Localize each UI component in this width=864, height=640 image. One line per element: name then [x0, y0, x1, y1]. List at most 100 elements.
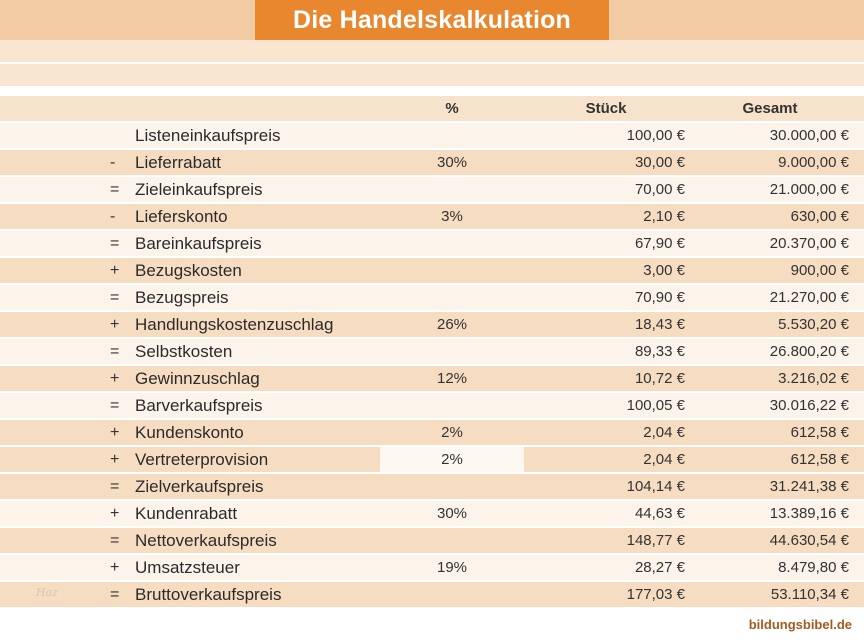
stueck-value: 2,04 € [643, 451, 685, 468]
table-row: = Barverkaufspreis 100,05 € 30.016,22 € [0, 393, 864, 418]
empty-row [0, 64, 864, 86]
stueck-value: 10,72 € [634, 370, 685, 387]
op-cell: - [110, 153, 116, 171]
table-row: Listeneinkaufspreis 100,00 € 30.000,00 € [0, 123, 864, 148]
gesamt-value: 53.110,34 € [770, 586, 849, 603]
gesamt-value: 9.000,00 € [778, 154, 849, 171]
stueck-value: 67,90 € [634, 235, 685, 252]
row-label: Zieleinkaufspreis [135, 179, 263, 199]
op-cell: + [110, 423, 120, 441]
header-percent: % [445, 100, 459, 117]
table-row: = Nettoverkaufspreis 148,77 € 44.630,54 € [0, 528, 864, 553]
op-cell: = [110, 477, 120, 495]
table-row: + Umsatzsteuer 19% 28,27 € 8.479,80 € [0, 555, 864, 580]
gesamt-value: 900,00 € [790, 262, 849, 279]
row-label: Bareinkaufspreis [135, 233, 262, 253]
stueck-value: 100,05 € [626, 397, 685, 414]
table-row: + Kundenskonto 2% 2,04 € 612,58 € [0, 420, 864, 445]
table-row: = Zieleinkaufspreis 70,00 € 21.000,00 € [0, 177, 864, 202]
op-cell: = [110, 234, 120, 252]
gesamt-value: 13.389,16 € [769, 505, 849, 522]
row-label: Lieferrabatt [135, 152, 221, 172]
percent-value: 30% [436, 154, 468, 171]
table-rows: Listeneinkaufspreis 100,00 € 30.000,00 € - L… [0, 123, 864, 607]
page-title: Die Handelskalkulation [255, 0, 609, 40]
stueck-value: 28,27 € [634, 559, 685, 576]
stueck-value: 100,00 € [626, 127, 685, 144]
stueck-value: 70,00 € [634, 181, 685, 198]
gesamt-value: 3.216,02 € [778, 370, 849, 387]
watermark: Haz [36, 586, 58, 599]
row-label: Bezugspreis [135, 287, 229, 307]
percent-value: 3% [441, 208, 463, 225]
row-label: Gewinnzuschlag [135, 368, 260, 388]
row-label: Kundenskonto [135, 422, 244, 442]
op-cell: = [110, 288, 120, 306]
table-row: + Gewinnzuschlag 12% 10,72 € 3.216,02 € [0, 366, 864, 391]
table-row: + Handlungskostenzuschlag 26% 18,43 € 5.530,… [0, 312, 864, 337]
op-cell: + [110, 315, 120, 333]
percent-value: 26% [436, 316, 468, 333]
stueck-value: 148,77 € [626, 532, 685, 549]
row-label: Vertreterprovision [135, 449, 269, 469]
stueck-value: 44,63 € [634, 505, 685, 522]
gesamt-value: 630,00 € [790, 208, 849, 225]
op-cell: = [110, 342, 120, 360]
gesamt-value: 44.630,54 € [769, 532, 849, 549]
header-stueck: Stück [585, 100, 627, 117]
gesamt-value: 30.000,00 € [769, 127, 849, 144]
gesamt-value: 612,58 € [790, 451, 849, 468]
gesamt-value: 21.000,00 € [769, 181, 849, 198]
percent-value: 19% [436, 559, 468, 576]
gesamt-value: 8.479,80 € [778, 559, 849, 576]
percent-value: 2% [380, 447, 524, 472]
calculation-table: % Stück Gesamt Listeneinkaufspreis 100,00… [0, 96, 864, 607]
gesamt-value: 26.800,20 € [769, 343, 849, 360]
row-label: Nettoverkaufspreis [135, 530, 277, 550]
percent-value: 12% [436, 370, 468, 387]
band-gap [0, 88, 864, 96]
op-cell: + [110, 504, 120, 522]
table-row: = Zielverkaufspreis 104,14 € 31.241,38 € [0, 474, 864, 499]
table-row: = Bezugspreis 70,90 € 21.270,00 € [0, 285, 864, 310]
op-cell: - [110, 207, 116, 225]
op-cell: = [110, 585, 120, 603]
gesamt-value: 20.370,00 € [769, 235, 849, 252]
table-row: + Bezugskosten 3,00 € 900,00 € [0, 258, 864, 283]
row-label: Barverkaufspreis [135, 395, 263, 415]
row-label: Bezugskosten [135, 260, 242, 280]
stueck-value: 104,14 € [626, 478, 685, 495]
title-band: Die Handelskalkulation [0, 0, 864, 40]
stueck-value: 30,00 € [634, 154, 685, 171]
table-row: = Bareinkaufspreis 67,90 € 20.370,00 € [0, 231, 864, 256]
row-label: Selbstkosten [135, 341, 233, 361]
stueck-value: 2,10 € [643, 208, 685, 225]
row-label: Umsatzsteuer [135, 557, 240, 577]
stueck-value: 70,90 € [634, 289, 685, 306]
stueck-value: 89,33 € [634, 343, 685, 360]
op-cell: + [110, 450, 120, 468]
row-label: Zielverkaufspreis [135, 476, 264, 496]
header-gesamt: Gesamt [742, 100, 798, 117]
gesamt-value: 30.016,22 € [769, 397, 849, 414]
table-row: - Lieferrabatt 30% 30,00 € 9.000,00 € [0, 150, 864, 175]
footer-brand: bildungsbibel.de [748, 617, 852, 632]
stueck-value: 2,04 € [643, 424, 685, 441]
row-label: Lieferskonto [135, 206, 228, 226]
percent-value: 30% [436, 505, 468, 522]
op-cell: = [110, 396, 120, 414]
table-header-row: % Stück Gesamt [0, 96, 864, 121]
op-cell: + [110, 369, 120, 387]
percent-value: 2% [441, 424, 463, 441]
stueck-value: 3,00 € [643, 262, 685, 279]
gesamt-value: 31.241,38 € [769, 478, 849, 495]
stueck-value: 177,03 € [626, 586, 685, 603]
gesamt-value: 21.270,00 € [769, 289, 849, 306]
table-row: - Lieferskonto 3% 2,10 € 630,00 € [0, 204, 864, 229]
row-label: Listeneinkaufspreis [135, 125, 281, 145]
row-label: Kundenrabatt [135, 503, 238, 523]
gesamt-value: 5.530,20 € [778, 316, 849, 333]
empty-row [0, 40, 864, 62]
empty-band [0, 40, 864, 86]
